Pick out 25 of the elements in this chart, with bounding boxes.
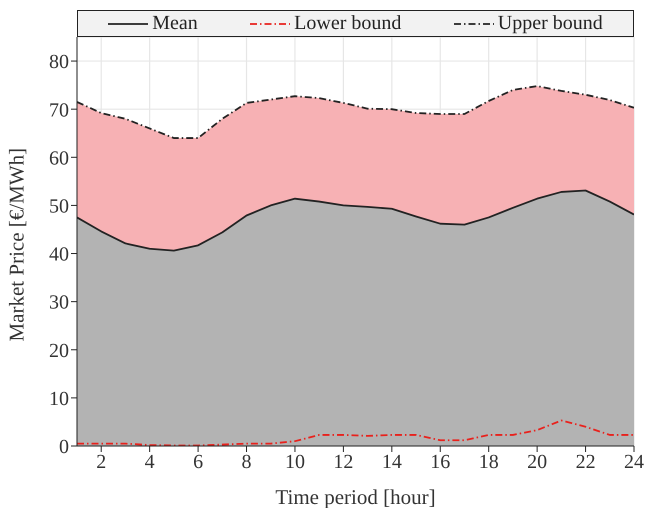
x-tick-label: 10: [284, 451, 305, 474]
x-tick-label: 4: [144, 451, 155, 474]
y-tick-label: 30: [49, 292, 69, 314]
legend-label: Upper bound: [498, 12, 603, 35]
y-tick-label: 0: [59, 436, 69, 458]
x-tick-label: 18: [478, 451, 499, 474]
y-tick-label: 80: [49, 51, 69, 74]
y-tick-label: 20: [49, 340, 69, 362]
legend-label: Mean: [152, 12, 198, 35]
x-tick-label: 16: [430, 451, 450, 474]
y-tick-label: 10: [49, 388, 69, 410]
y-tick-label: 40: [49, 244, 69, 266]
x-tick-label: 2: [96, 451, 106, 474]
x-tick-label: 12: [333, 451, 354, 474]
y-tick-label: 70: [49, 99, 69, 122]
x-tick-label: 8: [242, 451, 252, 474]
y-axis-title: Market Price [€/MWh]: [4, 148, 28, 342]
x-tick-label: 6: [193, 451, 204, 474]
y-tick-label: 60: [49, 147, 69, 170]
x-tick-label: 22: [576, 451, 596, 474]
x-tick-label: 24: [624, 451, 644, 474]
x-tick-label: 20: [527, 451, 548, 474]
y-tick-label: 50: [49, 196, 69, 218]
legend-label: Lower bound: [294, 12, 402, 35]
x-tick-label: 14: [382, 451, 402, 474]
